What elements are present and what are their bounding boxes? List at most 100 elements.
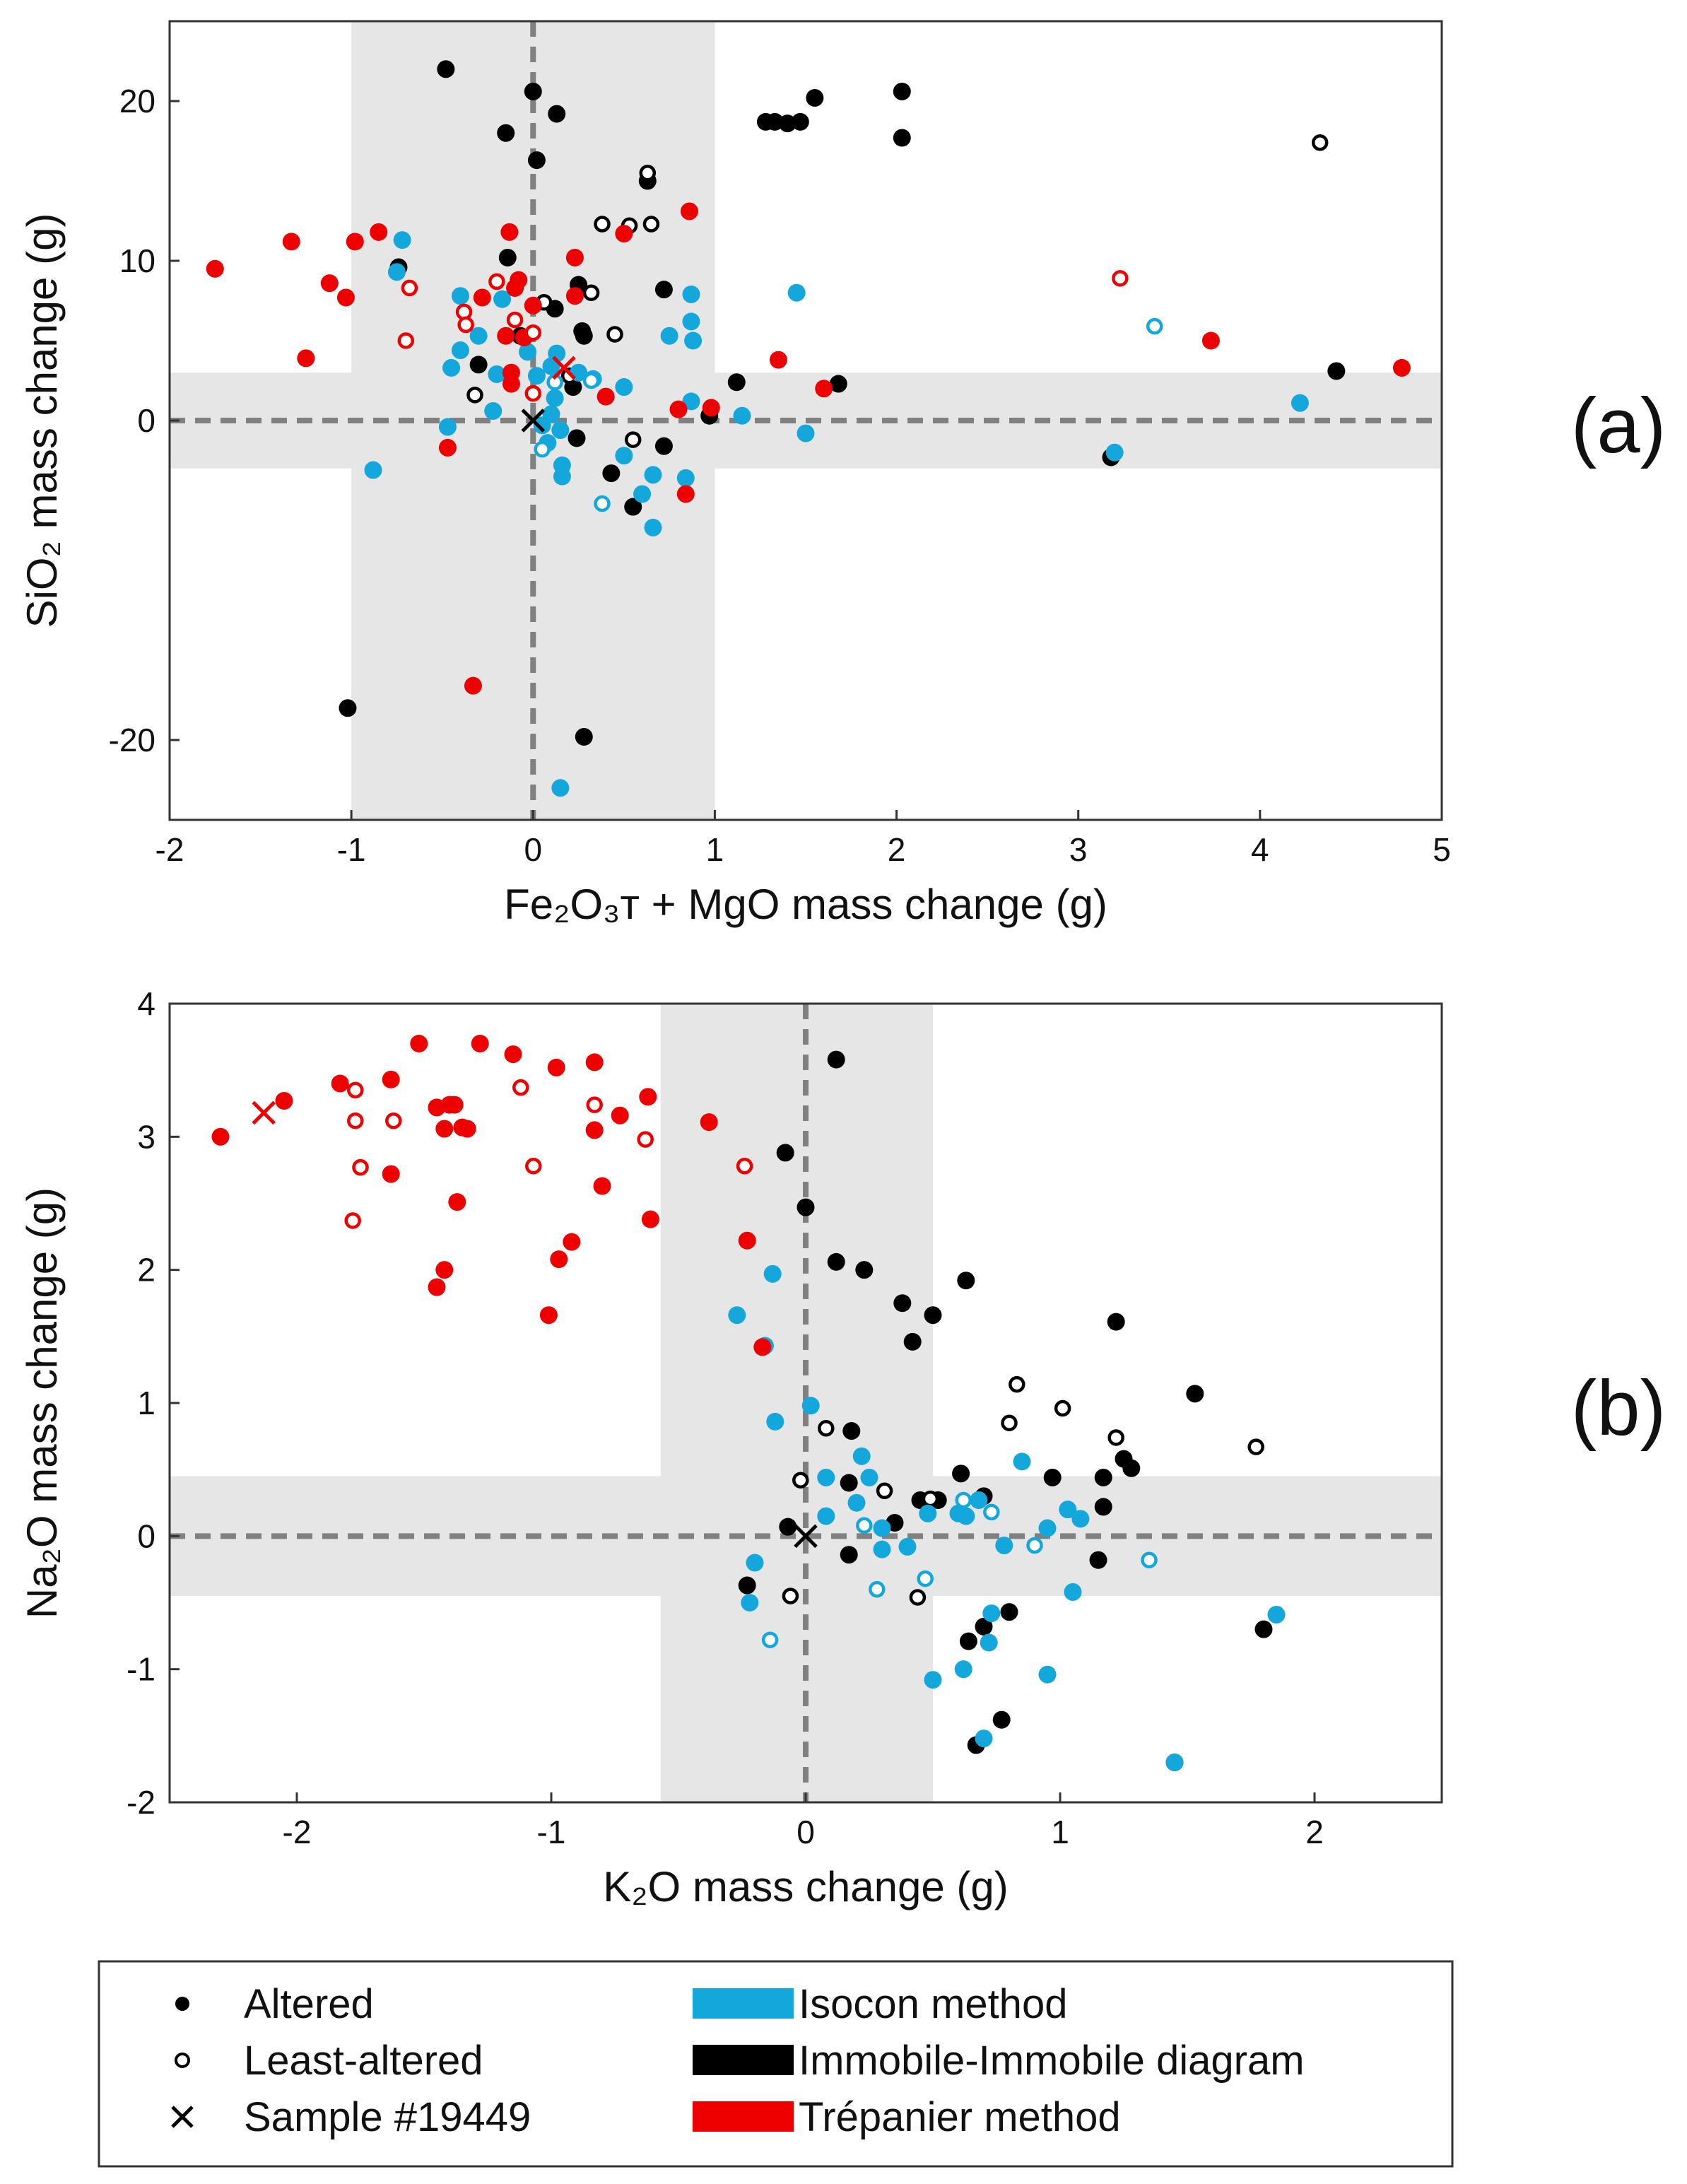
point-altered-immobile — [1107, 1313, 1125, 1331]
point-altered-immobile — [654, 281, 673, 299]
point-altered-immobile — [827, 1050, 845, 1069]
point-least-altered-isocon — [534, 440, 551, 458]
point-altered-isocon — [493, 290, 512, 308]
point-least-altered-immobile — [624, 431, 642, 448]
point-altered-immobile — [975, 1617, 993, 1636]
point-altered-isocon — [957, 1507, 975, 1525]
point-altered-isocon — [682, 285, 700, 303]
point-altered-isocon — [995, 1537, 1013, 1555]
point-altered-immobile — [1043, 1468, 1062, 1486]
point-altered-immobile — [1254, 1620, 1273, 1638]
point-altered-trepanier — [563, 1233, 581, 1251]
point-altered-trepanier — [206, 259, 224, 278]
point-altered-immobile — [727, 373, 746, 392]
point-altered-isocon — [1038, 1665, 1057, 1684]
point-least-altered-immobile — [876, 1482, 893, 1500]
point-altered-trepanier — [615, 225, 633, 243]
point-altered-isocon — [633, 485, 652, 503]
y-tick-label: 0 — [137, 402, 155, 439]
y-tick-label: 1 — [137, 1385, 155, 1421]
point-altered-immobile — [738, 1576, 756, 1595]
point-altered-trepanier — [497, 327, 515, 345]
point-altered-immobile — [1094, 1468, 1112, 1486]
point-least-altered-isocon — [983, 1503, 1000, 1521]
point-altered-trepanier — [680, 202, 698, 221]
point-altered-immobile — [1122, 1459, 1141, 1477]
point-altered-trepanier — [331, 1074, 349, 1093]
point-altered-isocon — [682, 392, 700, 411]
legend: Altered Least-altered Sample #19449 Isoc… — [98, 1960, 1454, 2168]
point-altered-trepanier — [502, 375, 520, 393]
point-altered-trepanier — [336, 288, 355, 307]
point-least-altered-immobile — [642, 216, 660, 233]
x-tick-label: 4 — [1251, 831, 1269, 868]
data-points — [211, 1035, 1286, 1771]
point-altered-trepanier — [297, 349, 315, 368]
point-altered-immobile — [806, 88, 824, 107]
point-altered-isocon — [1064, 1583, 1082, 1601]
point-altered-isocon — [787, 283, 806, 302]
point-least-altered-trepanier — [1112, 270, 1129, 287]
point-altered-isocon — [1105, 443, 1124, 462]
x-axis-label: K₂O mass change (g) — [603, 1863, 1009, 1910]
x-tick-label: 1 — [1051, 1814, 1069, 1850]
x-tick-label: 0 — [524, 831, 542, 868]
legend-label-trepanier: Trépanier method — [799, 2094, 1121, 2140]
point-altered-trepanier — [639, 1088, 657, 1106]
point-altered-isocon — [797, 424, 815, 442]
y-tick-label: 10 — [119, 242, 155, 279]
data-points — [206, 60, 1411, 797]
point-altered-immobile — [575, 327, 593, 345]
point-altered-immobile — [624, 498, 642, 516]
point-altered-trepanier — [700, 1113, 718, 1132]
point-altered-immobile — [992, 1710, 1011, 1729]
point-least-altered-isocon — [594, 495, 611, 512]
y-tick-label: 4 — [137, 985, 155, 1022]
point-altered-isocon — [982, 1604, 1001, 1623]
scatter-panel-b: -2 -1 0 1 2 -2 -1 0 1 2 3 4 K₂O mass change (g) Na₂… — [18, 985, 1666, 1910]
point-altered-immobile — [952, 1464, 970, 1483]
point-altered-trepanier — [506, 278, 524, 297]
point-least-altered-isocon — [955, 1491, 972, 1509]
point-altered-immobile — [903, 1332, 922, 1351]
point-altered-immobile — [893, 1294, 912, 1313]
point-altered-isocon — [553, 467, 571, 486]
point-altered-immobile — [797, 1198, 815, 1216]
point-altered-isocon — [488, 365, 506, 383]
legend-swatch-immobile — [693, 2045, 794, 2075]
point-altered-isocon — [860, 1468, 878, 1486]
sample-x-stroke — [252, 1100, 276, 1125]
sample-19449-marker — [794, 1524, 818, 1549]
point-altered-immobile — [575, 727, 593, 746]
point-altered-isocon — [970, 1491, 988, 1509]
point-least-altered-immobile — [1054, 1399, 1071, 1417]
x-tick-label: 2 — [888, 831, 906, 868]
point-altered-trepanier — [676, 485, 695, 503]
point-altered-isocon — [548, 344, 566, 363]
point-altered-isocon — [387, 263, 406, 281]
point-altered-trepanier — [275, 1091, 293, 1110]
point-altered-trepanier — [320, 274, 339, 293]
x-tick-label: 2 — [1305, 1814, 1324, 1850]
point-altered-trepanier — [464, 676, 482, 695]
point-altered-immobile — [1186, 1385, 1204, 1403]
point-least-altered-isocon — [1146, 317, 1163, 335]
point-altered-isocon — [615, 378, 633, 397]
point-altered-isocon — [393, 231, 411, 249]
point-altered-immobile — [791, 112, 809, 131]
point-altered-immobile — [568, 429, 586, 447]
point-altered-isocon — [682, 312, 700, 331]
point-least-altered-immobile — [639, 164, 657, 182]
legend-label-least-altered: Least-altered — [244, 2038, 483, 2084]
point-altered-isocon — [873, 1519, 891, 1537]
sample-x-stroke — [794, 1524, 818, 1549]
point-altered-immobile — [957, 1272, 975, 1290]
point-altered-isocon — [546, 389, 564, 407]
point-altered-immobile — [1000, 1603, 1018, 1621]
point-altered-isocon — [1267, 1605, 1286, 1624]
point-altered-trepanier — [547, 1058, 565, 1076]
point-altered-trepanier — [211, 1127, 230, 1146]
point-altered-immobile — [924, 1306, 942, 1325]
point-altered-isocon — [1038, 1519, 1057, 1537]
point-least-altered-immobile — [1009, 1375, 1025, 1393]
